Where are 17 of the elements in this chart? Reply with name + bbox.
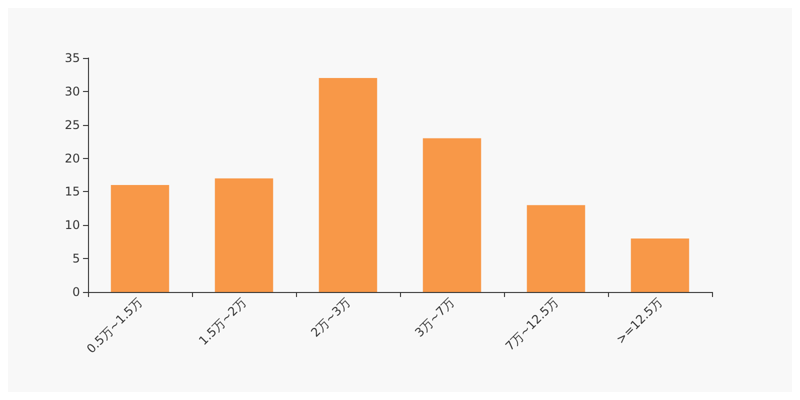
y-tick-label: 20 <box>64 151 80 166</box>
y-tick-label: 0 <box>72 285 80 299</box>
bar <box>318 78 378 292</box>
y-tick-label: 10 <box>64 218 80 232</box>
y-tick-label: 35 <box>64 51 80 65</box>
bar <box>630 238 690 292</box>
bar <box>110 185 170 292</box>
y-tick-label: 25 <box>64 118 80 132</box>
y-tick-label: 5 <box>72 252 80 266</box>
bar <box>422 138 482 292</box>
x-tick-label: 2万~3万 <box>308 295 353 340</box>
bar <box>214 178 274 292</box>
x-tick-label: 1.5万~2万 <box>196 295 249 348</box>
x-tick-label: 3万~7万 <box>412 295 457 340</box>
bar <box>526 205 586 292</box>
y-tick-label: 15 <box>64 184 80 199</box>
y-tick-label: 30 <box>64 84 80 98</box>
